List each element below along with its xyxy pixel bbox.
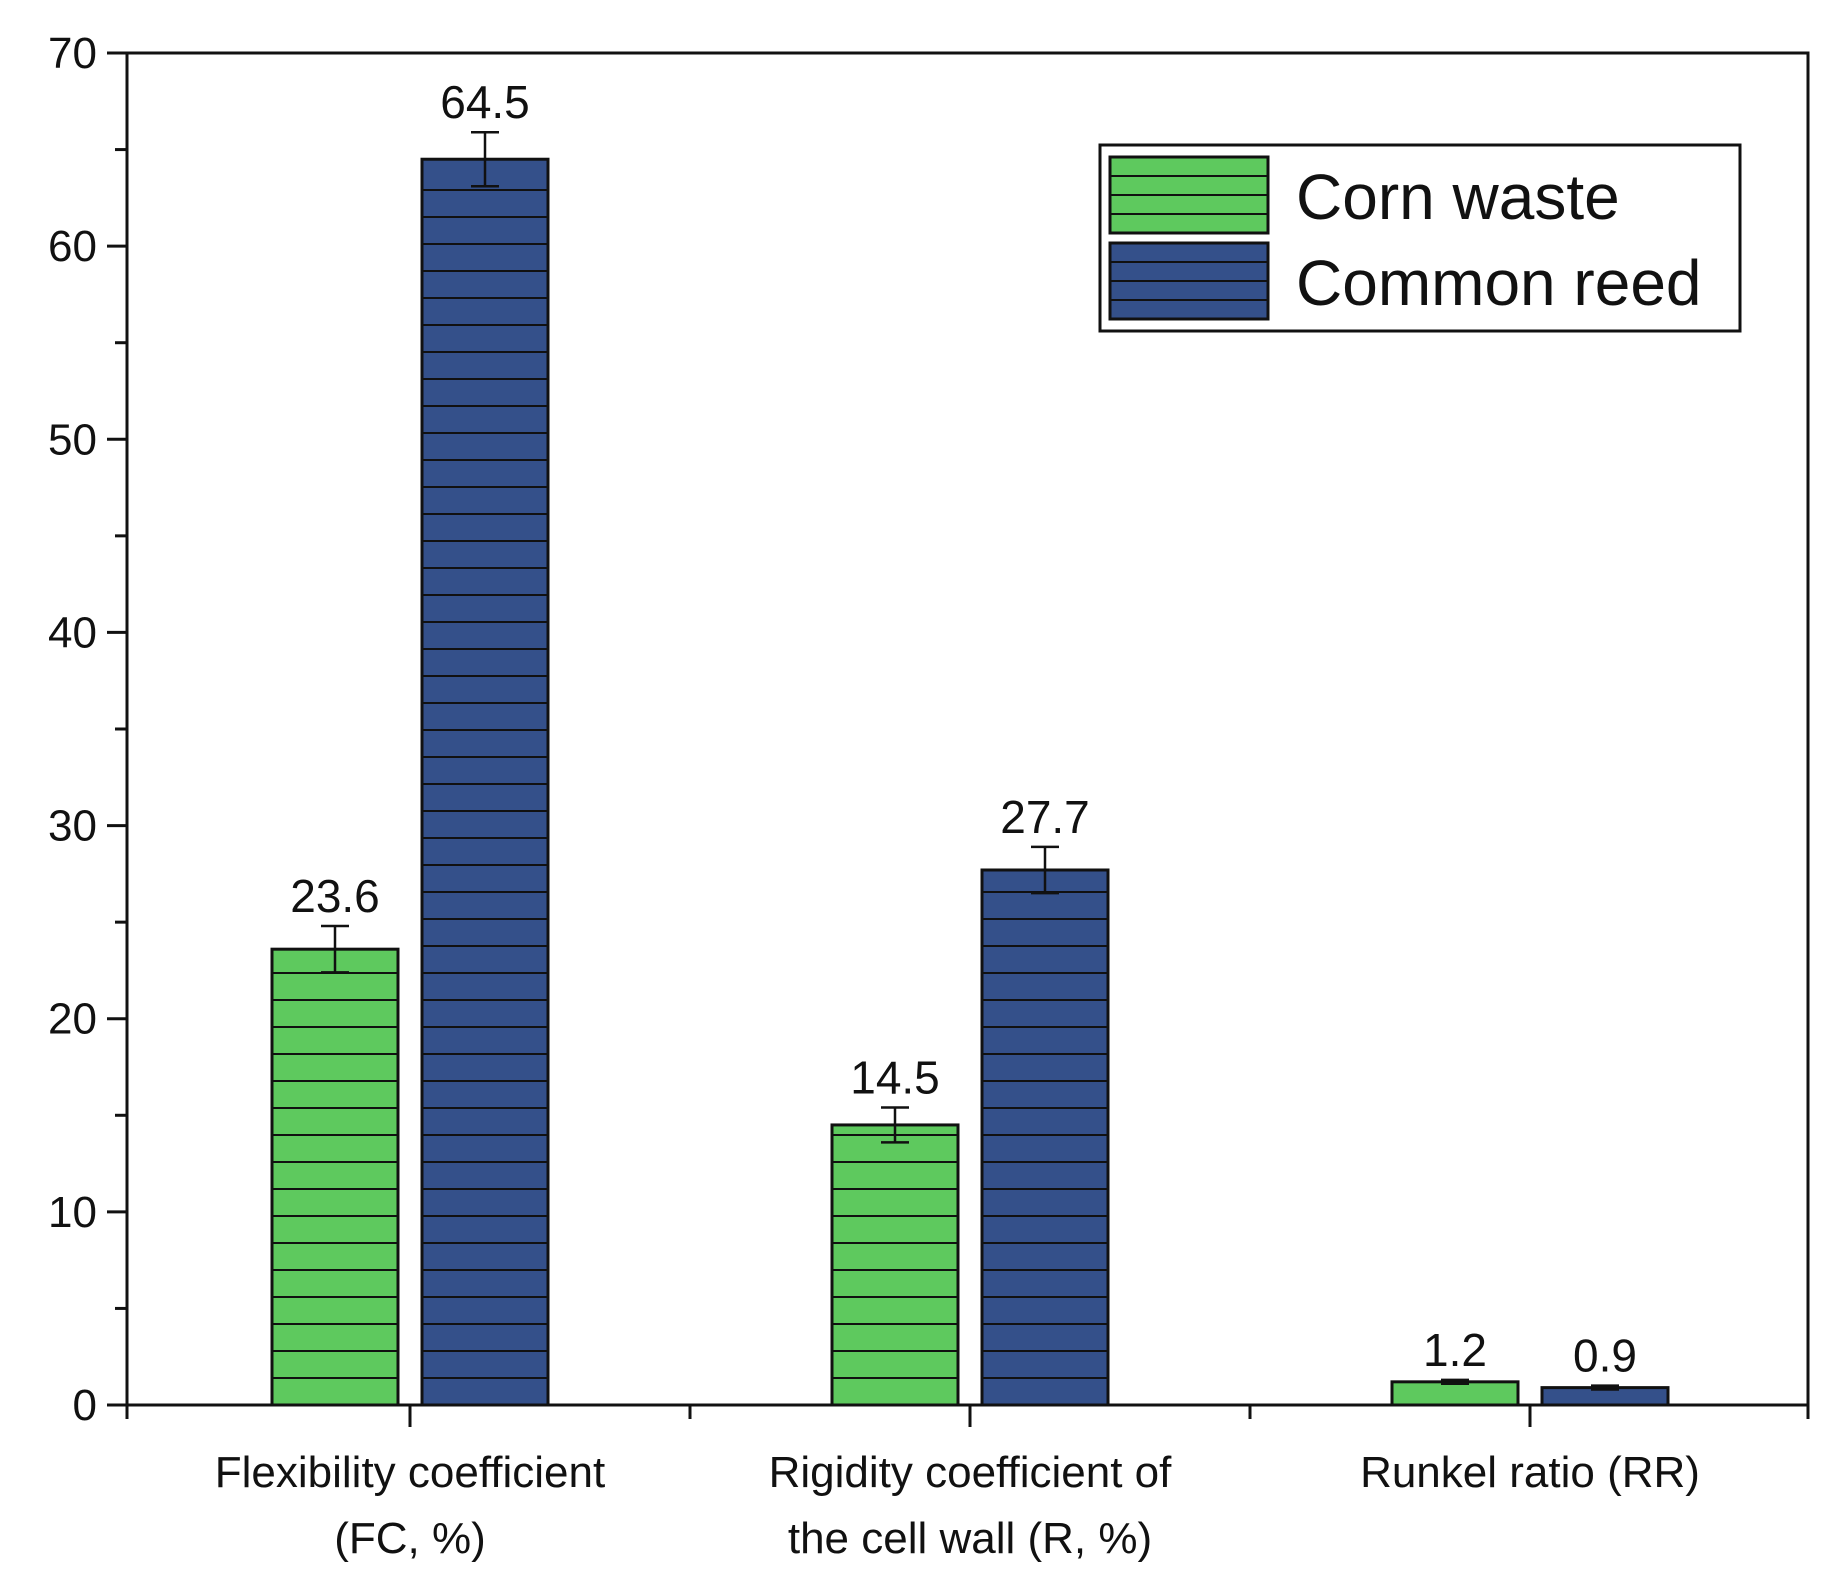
- y-tick-label-3: 30: [48, 802, 97, 851]
- legend: Corn waste Common reed: [1098, 143, 1742, 333]
- bar-1-0: [420, 157, 550, 1407]
- x-tick-label-2-0: Runkel ratio (RR): [1360, 1448, 1700, 1497]
- value-label-1-0: 64.5: [440, 76, 530, 128]
- legend-label-1: Common reed: [1296, 247, 1702, 319]
- bar-0-2: [1390, 1380, 1520, 1407]
- x-tick-label-1-0: Rigidity coefficient of: [769, 1448, 1173, 1497]
- y-tick-label-1: 10: [48, 1188, 97, 1237]
- x-tick-label-0-1: (FC, %): [334, 1514, 486, 1563]
- bar-0-0: [270, 947, 400, 1407]
- labels-layer: 23.6 14.5 1.2 64.5 27.7 0.9 0 10 20 30 40 50 60 70 Fle…: [48, 29, 1700, 1563]
- value-label-0-1: 14.5: [850, 1052, 940, 1104]
- value-label-1-2: 0.9: [1573, 1330, 1637, 1382]
- y-tick-label-2: 20: [48, 995, 97, 1044]
- value-label-0-0: 23.6: [290, 870, 380, 922]
- value-label-1-1: 27.7: [1000, 791, 1090, 843]
- legend-label-0: Corn waste: [1296, 161, 1620, 233]
- y-tick-label-6: 60: [48, 222, 97, 271]
- axes-layer: [107, 51, 1810, 1427]
- value-label-0-2: 1.2: [1423, 1324, 1487, 1376]
- bar-0-1: [830, 1123, 960, 1407]
- x-tick-label-0-0: Flexibility coefficient: [215, 1448, 605, 1497]
- y-tick-label-7: 70: [48, 29, 97, 78]
- y-tick-label-4: 40: [48, 608, 97, 657]
- x-tick-label-1-1: the cell wall (R, %): [788, 1514, 1152, 1563]
- y-tick-label-5: 50: [48, 415, 97, 464]
- y-tick-label-0: 0: [73, 1381, 97, 1430]
